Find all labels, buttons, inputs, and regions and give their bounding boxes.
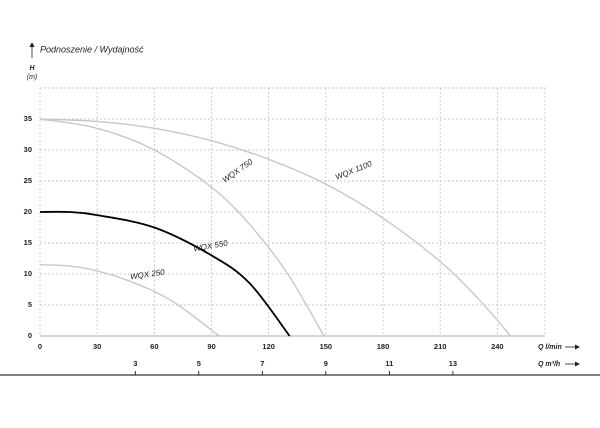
y-tick-label: 15 (24, 238, 32, 247)
x-arrow-head (575, 344, 580, 350)
x2-label: Q m³/h (538, 361, 560, 368)
chart-title: Podnoszenie / Wydajność (40, 44, 144, 54)
x-tick-label: 90 (207, 342, 215, 351)
curve-label: WQX 750 (221, 157, 255, 185)
curve (39, 118, 325, 337)
x-tick-label: 0 (38, 342, 42, 351)
x2-tick-label: 7 (260, 359, 264, 368)
y-unit: (m) (27, 74, 38, 81)
x-label: Q l/min (538, 344, 562, 351)
y-tick-label: 35 (24, 114, 32, 123)
y-label: H (29, 65, 35, 72)
x-tick-label: 120 (262, 342, 275, 351)
curve (39, 210, 291, 337)
y-tick-label: 30 (24, 145, 32, 154)
x-tick-label: 150 (320, 342, 333, 351)
x-tick-label: 180 (377, 342, 390, 351)
curve-label: WQX 250 (130, 268, 166, 282)
x2-arrow-head (575, 361, 580, 367)
x2-tick-label: 9 (324, 359, 328, 368)
y-tick-label: 20 (24, 207, 32, 216)
y-tick-label: 0 (28, 331, 32, 340)
curve (39, 118, 512, 337)
curve-label: WQX 1100 (334, 159, 374, 182)
y-tick-label: 10 (24, 269, 32, 278)
x2-tick-label: 13 (449, 359, 457, 368)
x-tick-label: 30 (93, 342, 101, 351)
x2-tick-label: 11 (385, 359, 393, 368)
y-tick-label: 25 (24, 176, 32, 185)
x-tick-label: 60 (150, 342, 158, 351)
x-tick-label: 210 (434, 342, 447, 351)
x2-tick-label: 5 (197, 359, 201, 368)
y-arrow-head (29, 42, 35, 47)
x2-tick-label: 3 (133, 359, 137, 368)
y-tick-label: 5 (28, 300, 32, 309)
x-tick-label: 240 (491, 342, 504, 351)
curve-label: WQX 550 (193, 238, 229, 253)
curve (39, 264, 220, 337)
